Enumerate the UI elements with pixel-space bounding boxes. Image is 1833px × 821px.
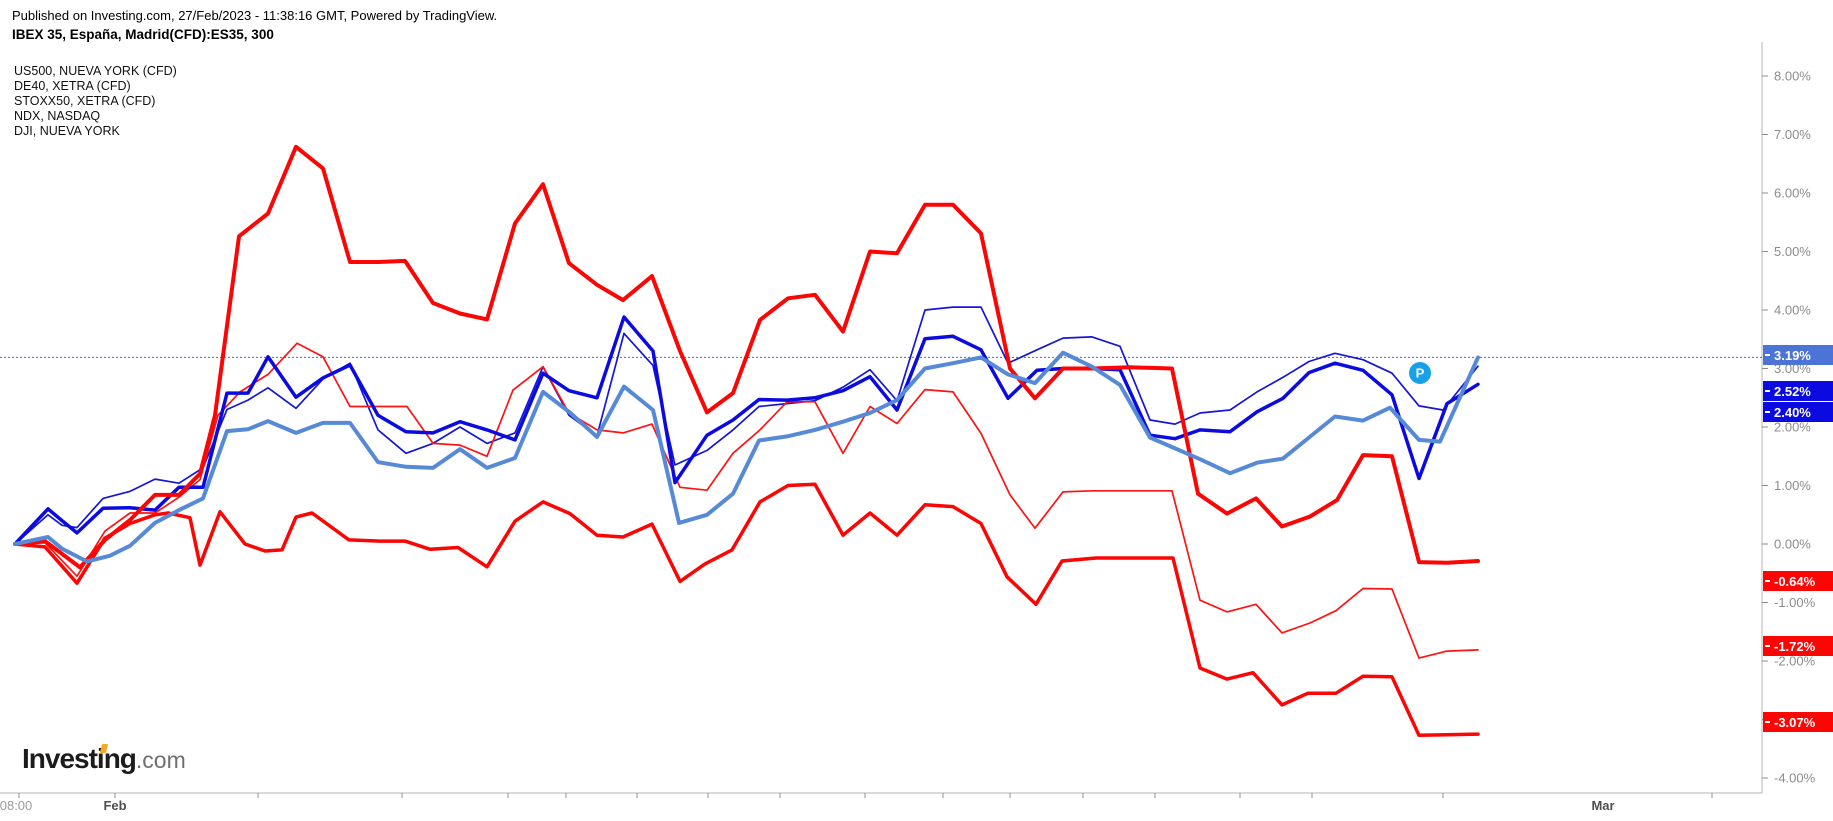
legend-item: NDX, NASDAQ [14,109,101,123]
investing-logo-tld: .com [135,747,186,773]
legend-item: STOXX50, XETRA (CFD) [14,94,156,108]
y-axis-tick-label: 7.00% [1774,127,1811,142]
y-axis-tick-label: 5.00% [1774,244,1811,259]
series-ndx-line [13,144,1480,570]
price-scale[interactable]: 3.19% 2.52% 2.40% -0.64% -1.72% -3.07% [1762,0,1833,821]
investing-logo-wordmark: Investing [22,743,137,774]
y-axis-tick-label: -1.00% [1774,595,1816,610]
series-de40-line [13,315,1480,546]
position-marker-label: P [1416,366,1425,381]
price-label-dji: -3.07% [1763,712,1833,732]
y-axis-tick-label: -2.00% [1774,654,1816,669]
series-dji-line [13,482,1480,738]
legend-item: DE40, XETRA (CFD) [14,79,131,93]
compare-legend: US500, NUEVA YORK (CFD) DE40, XETRA (CFD)… [14,64,177,139]
y-axis-tick-label: 0.00% [1774,537,1811,552]
position-marker-icon[interactable] [1409,362,1431,384]
price-label-us500: -1.72% [1763,636,1833,656]
series-us500-line [14,342,1479,659]
investing-logo: Investing .com [22,743,186,775]
price-label-ndx: -0.64% [1763,571,1833,591]
y-axis-tick-label: 8.00% [1774,69,1811,84]
price-label-de40: 2.40% [1763,402,1833,422]
x-axis-label-mar: Mar [1591,798,1614,813]
series-stoxx50-line [14,306,1479,545]
published-caption: Published on Investing.com, 27/Feb/2023 … [12,8,498,23]
series-ibex35-line [13,350,1480,564]
price-label-stoxx50: 2.52% [1763,381,1833,401]
x-axis-label-08:00: 08:00 [0,798,32,813]
y-axis-tick-label: 2.00% [1774,420,1811,435]
price-label-ibex35: 3.19% [1763,345,1833,365]
instrument-title: IBEX 35, España, Madrid(CFD):ES35, 300 [12,27,274,42]
y-axis-tick-label: 6.00% [1774,186,1811,201]
legend-item: US500, NUEVA YORK (CFD) [14,64,177,78]
y-axis-tick-label: -4.00% [1774,771,1816,786]
y-axis-tick-label: 4.00% [1774,303,1811,318]
y-axis-tick-label: 1.00% [1774,478,1811,493]
legend-item: DJI, NUEVA YORK [14,124,120,138]
x-axis-label-feb: Feb [103,798,126,813]
